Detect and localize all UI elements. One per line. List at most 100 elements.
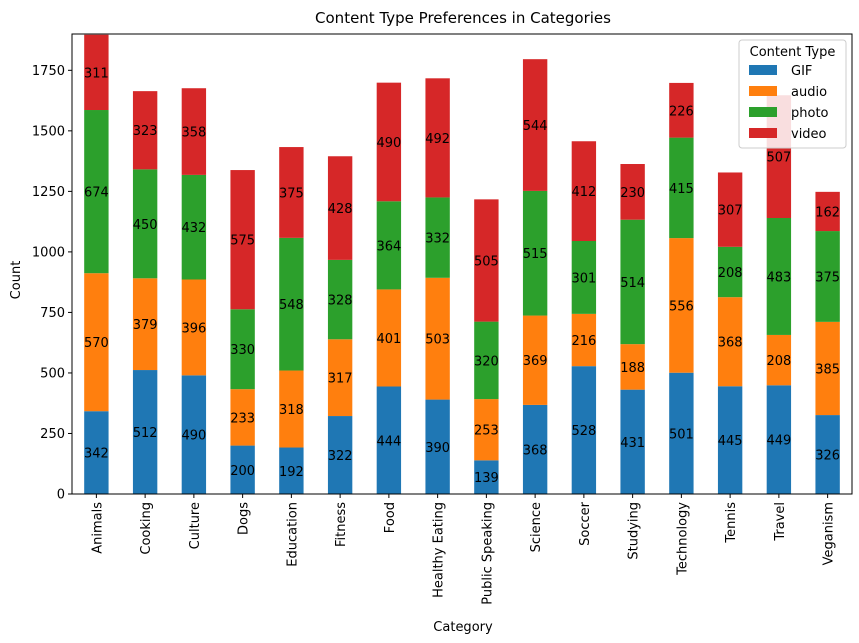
bar-segment	[425, 78, 450, 198]
bar-segment	[522, 404, 548, 494]
legend: Content Type GIF audio photo video	[738, 39, 847, 149]
data-label: 512	[133, 426, 158, 441]
data-label: 412	[571, 185, 596, 200]
data-label: 390	[425, 441, 450, 456]
legend-swatch	[749, 65, 777, 75]
data-label: 139	[474, 471, 499, 486]
x-tick-label: Healthy Eating	[432, 502, 447, 598]
bar-segment	[815, 415, 840, 494]
bar-segment	[669, 82, 694, 138]
bar-segment	[84, 34, 109, 111]
bar-segment	[571, 313, 597, 367]
x-axis-label: Category	[433, 620, 493, 635]
data-label: 368	[523, 443, 548, 458]
data-label: 230	[620, 186, 645, 201]
bar-segment	[425, 399, 450, 494]
bar-segment	[815, 321, 840, 416]
x-tick-label: Culture	[188, 502, 203, 549]
data-label: 490	[376, 136, 401, 151]
bar-segment	[84, 411, 109, 494]
bar-segment	[815, 231, 840, 322]
data-label: 301	[571, 271, 596, 286]
data-label: 431	[620, 436, 645, 451]
data-label: 490	[181, 429, 206, 444]
x-tick-label: Food	[383, 502, 398, 533]
data-label: 483	[766, 270, 791, 285]
data-label: 358	[181, 126, 206, 141]
data-label: 320	[474, 354, 499, 369]
data-label: 368	[718, 336, 743, 351]
x-tick-label: Tennis	[724, 502, 739, 544]
data-label: 311	[84, 66, 109, 81]
bar-segment	[620, 344, 645, 390]
x-tick-label: Public Speaking	[480, 502, 495, 605]
chart-title: Content Type Preferences in Categories	[315, 9, 611, 27]
data-label: 401	[376, 332, 401, 347]
data-label: 364	[376, 239, 401, 254]
bar-segment	[279, 237, 304, 371]
bar-segment	[425, 197, 450, 278]
data-label: 233	[230, 411, 255, 426]
data-label: 162	[815, 205, 840, 220]
data-label: 318	[279, 403, 304, 418]
bar-segment	[474, 199, 499, 322]
data-label: 322	[328, 449, 353, 464]
bar-segment	[230, 389, 255, 446]
data-label: 226	[669, 104, 694, 119]
bar-segment	[620, 389, 645, 494]
x-tick-label: Fitness	[334, 502, 349, 547]
legend-entry: photo	[791, 106, 829, 121]
bar-segment	[717, 172, 743, 247]
bar-segment	[815, 191, 840, 232]
legend-title: Content Type	[750, 45, 836, 60]
y-tick-label: 0	[57, 488, 65, 503]
bar-segment	[181, 279, 207, 376]
bar-segment	[571, 141, 597, 241]
data-label: 501	[669, 427, 694, 442]
x-tick-label: Studying	[627, 502, 642, 560]
bar-segment	[766, 385, 792, 494]
data-label: 548	[279, 298, 304, 313]
data-label: 449	[766, 434, 791, 449]
bar-segment	[571, 366, 597, 494]
bar-segment	[327, 259, 353, 340]
data-label: 515	[523, 247, 548, 262]
data-label: 317	[328, 372, 353, 387]
data-label: 342	[84, 447, 109, 462]
bar-segment	[717, 246, 743, 298]
data-label: 216	[571, 334, 596, 349]
data-label: 253	[474, 424, 499, 439]
bar-segment	[376, 201, 402, 290]
bar-segment	[425, 277, 450, 400]
bar-segment	[84, 110, 109, 274]
data-label: 505	[474, 254, 499, 269]
x-tick-label: Veganism	[822, 502, 837, 565]
x-tick-label: Soccer	[578, 501, 593, 545]
bar-segment	[327, 416, 353, 494]
bar-segment	[474, 460, 499, 494]
data-label: 307	[718, 204, 743, 219]
legend-swatch	[749, 128, 777, 138]
data-label: 507	[766, 151, 791, 166]
y-tick-label: 750	[40, 306, 65, 321]
bar-segment	[474, 399, 499, 461]
bar-segment	[181, 88, 207, 175]
bar-segment	[376, 82, 402, 202]
bar-segment	[522, 190, 548, 316]
legend-entry: audio	[791, 85, 827, 100]
data-label: 432	[181, 221, 206, 236]
bar-segment	[522, 59, 548, 191]
data-label: 323	[133, 124, 158, 139]
x-tick-label: Animals	[90, 502, 105, 554]
data-label: 514	[620, 276, 645, 291]
axes-frame	[71, 33, 853, 495]
bar-segment	[279, 447, 304, 494]
y-tick-label: 500	[40, 366, 65, 381]
data-label: 428	[328, 202, 353, 217]
data-label: 503	[425, 333, 450, 348]
bar-segment	[376, 386, 402, 494]
legend-entry: GIF	[791, 64, 812, 79]
data-label: 674	[84, 186, 109, 201]
bar-segment	[132, 278, 158, 371]
